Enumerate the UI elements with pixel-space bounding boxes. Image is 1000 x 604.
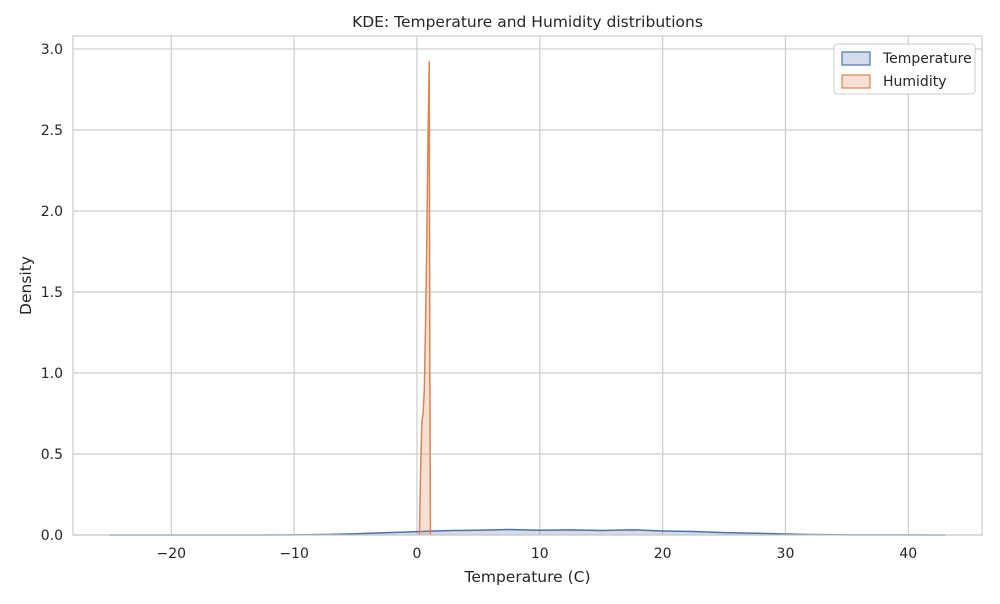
x-axis-label: Temperature (C) xyxy=(463,568,590,586)
y-axis-label: Density xyxy=(17,256,35,315)
x-tick-label: 40 xyxy=(899,546,917,562)
x-tick-label: 10 xyxy=(531,546,549,562)
y-tick-label: 1.5 xyxy=(41,285,63,301)
x-tick-label: −20 xyxy=(156,546,186,562)
y-tick-label: 3.0 xyxy=(41,42,63,58)
x-tick-label: 0 xyxy=(412,546,421,562)
legend-label-humidity: Humidity xyxy=(883,74,946,90)
y-tick-label: 1.0 xyxy=(41,366,63,382)
legend-box xyxy=(833,43,976,95)
y-tick-label: 2.0 xyxy=(41,204,63,220)
y-tick-label: 2.5 xyxy=(41,123,63,139)
x-tick-label: 30 xyxy=(777,546,795,562)
temperature-density-area xyxy=(109,529,946,535)
chart-title: KDE: Temperature and Humidity distributi… xyxy=(352,13,703,31)
humidity-density-line xyxy=(418,61,432,536)
y-tick-label: 0.0 xyxy=(41,528,63,544)
y-tick-label: 0.5 xyxy=(41,447,63,463)
x-tick-label: −10 xyxy=(279,546,309,562)
series-layer xyxy=(109,61,946,536)
temperature-density-line xyxy=(109,528,946,536)
legend: Temperature Humidity xyxy=(833,43,976,95)
legend-swatch-humidity xyxy=(841,74,871,89)
plot-area xyxy=(73,36,982,535)
tick-label-layer: −20 −10 0 10 20 30 40 0.0 0.5 1.0 1.5 2.0 2.5 3.0 xyxy=(41,42,917,562)
plot-frame xyxy=(72,35,983,536)
legend-swatch-temperature xyxy=(841,51,871,66)
x-tick-label: 20 xyxy=(654,546,672,562)
legend-label-temperature: Temperature xyxy=(882,51,972,67)
